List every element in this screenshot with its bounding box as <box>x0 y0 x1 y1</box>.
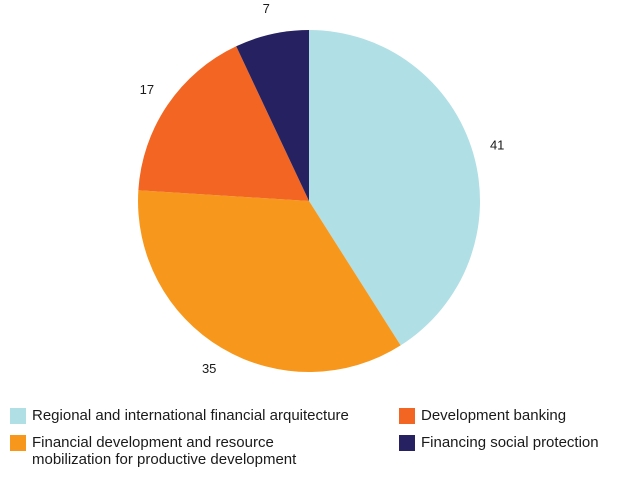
legend-label: Financial development and resource mobil… <box>32 434 297 468</box>
legend-item-development-banking: Development banking <box>399 407 619 424</box>
legend-item-financing-social-protection: Financing social protection <box>399 434 623 451</box>
pie-slices <box>138 30 481 373</box>
pie-data-labels: 41 35 17 7 <box>140 1 505 376</box>
legend-swatch-development-banking <box>399 408 415 424</box>
pie-slice-regional-and-international-financial-arquitecture <box>309 30 481 346</box>
pie-data-label: 41 <box>490 138 504 153</box>
legend-label: Regional and international financial arq… <box>32 407 349 424</box>
pie-data-label: 35 <box>202 361 216 376</box>
pie-slice-financial-development-and-resource-mobilization-for-productive-development <box>138 190 401 373</box>
legend-swatch-regional <box>10 408 26 424</box>
pie-slice-financing-social-protection <box>236 30 309 201</box>
pie-data-label: 7 <box>263 1 270 16</box>
legend-item-regional-financial-architecture: Regional and international financial arq… <box>10 407 390 424</box>
legend-label: Development banking <box>421 407 567 424</box>
pie-slice-development-banking <box>138 46 309 201</box>
legend-swatch-financial-development <box>10 435 26 451</box>
legend-swatch-social-protection <box>399 435 415 451</box>
pie-chart: 41 35 17 7 <box>138 1 505 376</box>
legend-label: Financing social protection <box>421 434 599 451</box>
legend-item-financial-development: Financial development and resource mobil… <box>10 434 330 468</box>
pie-data-label: 17 <box>140 82 154 97</box>
